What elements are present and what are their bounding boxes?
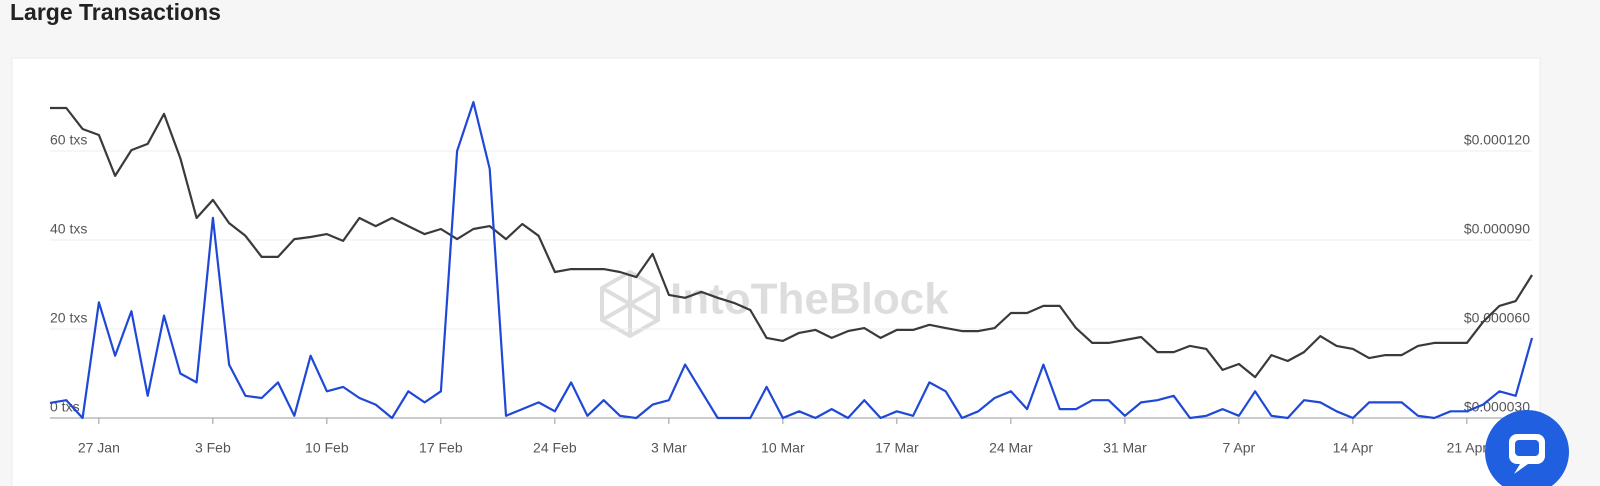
x-tick-label: 17 Mar <box>875 440 919 456</box>
chat-widget[interactable] <box>1485 410 1569 486</box>
y2-tick-label: $0.000090 <box>1464 221 1530 237</box>
x-tick-label: 31 Mar <box>1103 440 1147 456</box>
y-tick-label: 40 txs <box>50 221 87 237</box>
y2-tick-label: $0.000120 <box>1464 132 1530 148</box>
chart-title: Large Transactions <box>10 0 221 25</box>
x-tick-label: 3 Mar <box>651 440 687 456</box>
x-tick-label: 21 Apr <box>1447 440 1488 456</box>
y2-tick-label: $0.000030 <box>1464 399 1530 415</box>
x-tick-label: 7 Apr <box>1223 440 1256 456</box>
x-tick-label: 17 Feb <box>419 440 463 456</box>
x-tick-label: 3 Feb <box>195 440 231 456</box>
x-tick-label: 24 Mar <box>989 440 1033 456</box>
y2-tick-label: $0.000060 <box>1464 310 1530 326</box>
series-line <box>49 101 1534 420</box>
x-tick-label: 14 Apr <box>1333 440 1374 456</box>
y-tick-label: 20 txs <box>50 310 87 326</box>
card <box>11 57 1541 486</box>
x-tick-label: 27 Jan <box>78 440 120 456</box>
watermark-icon <box>600 269 660 339</box>
series-line <box>50 106 1533 379</box>
x-tick-label: 10 Feb <box>305 440 349 456</box>
x-tick-label: 10 Mar <box>761 440 805 456</box>
y-tick-label: 60 txs <box>50 132 87 148</box>
watermark: IntoTheBlock <box>670 275 949 324</box>
x-tick-label: 24 Feb <box>533 440 577 456</box>
